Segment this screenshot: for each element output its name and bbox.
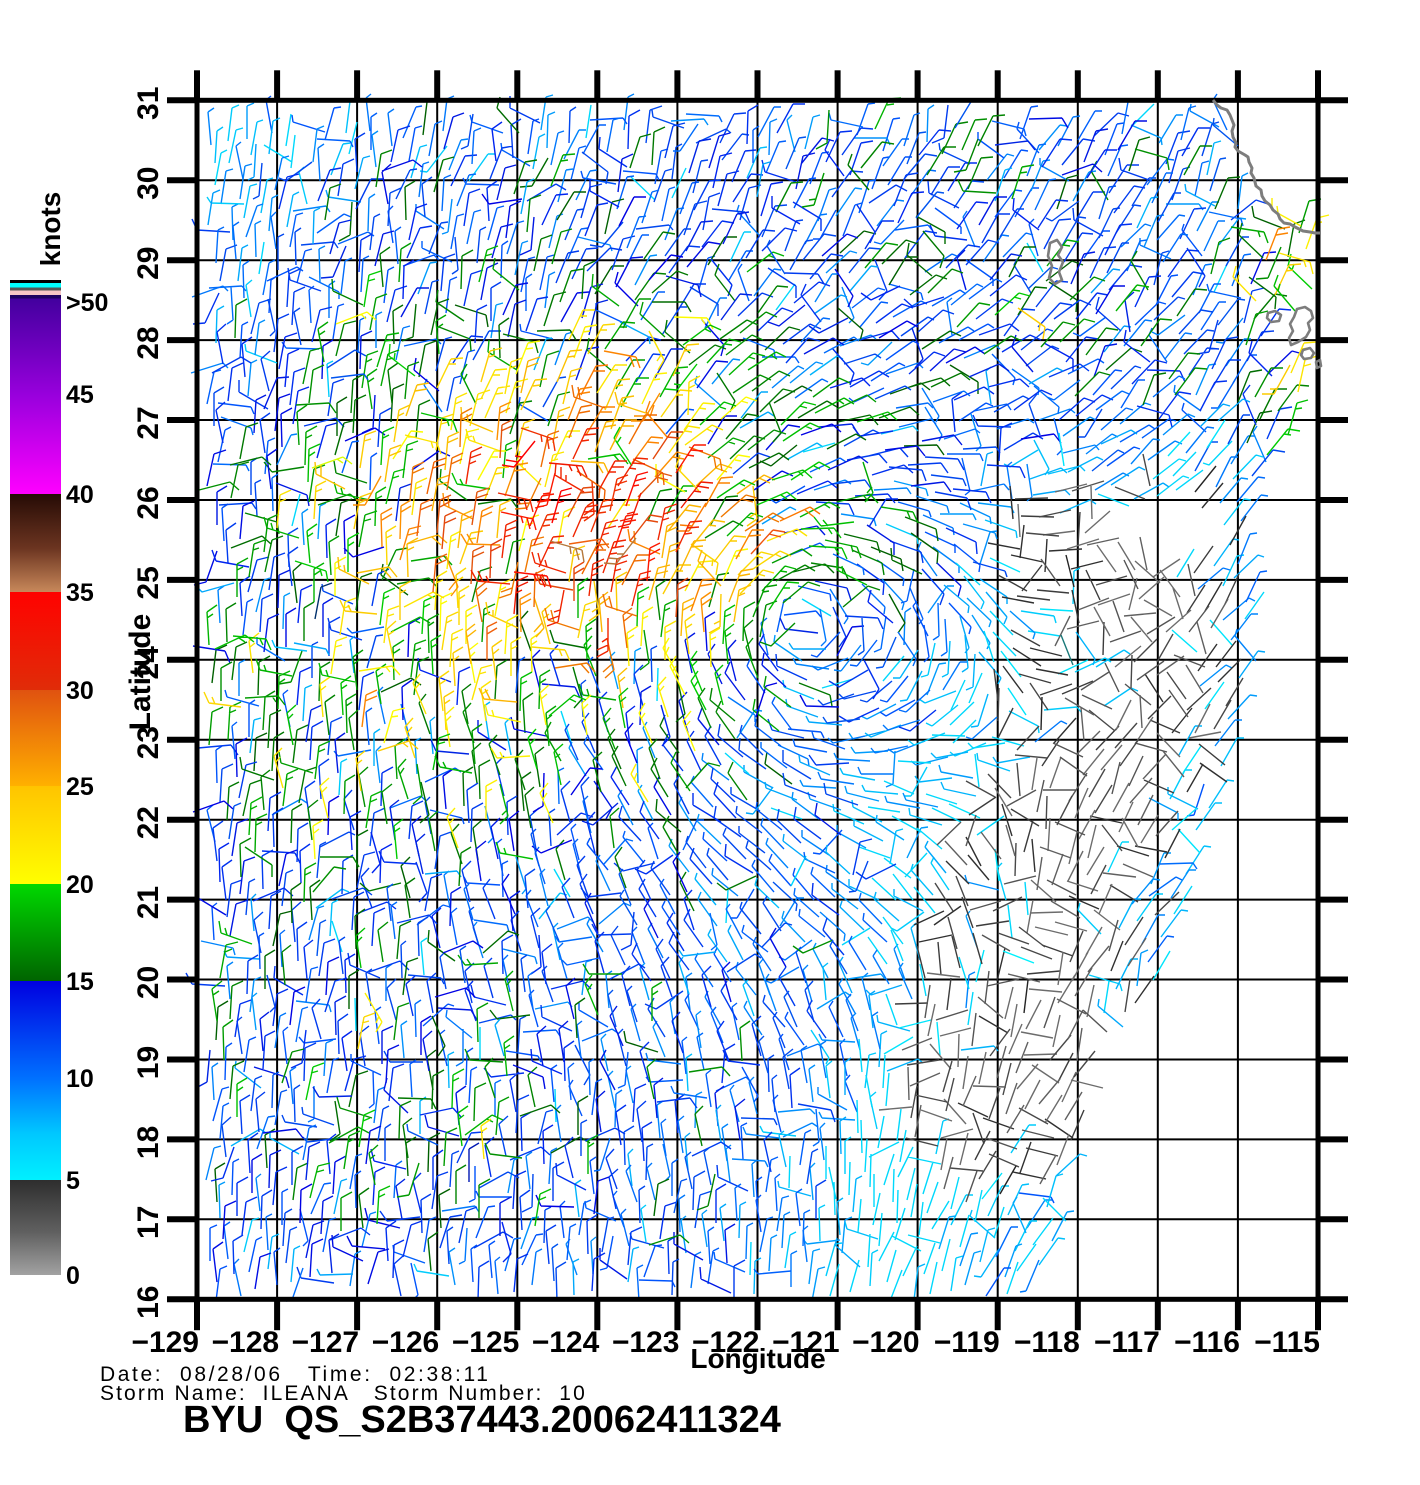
svg-text:>50: >50	[66, 289, 108, 317]
svg-text:20: 20	[66, 871, 94, 899]
svg-text:Date: 08/28/06 Time: 02:38: Date: 08/28/06 Time: 02:38:11	[100, 1363, 490, 1386]
svg-text:20: 20	[132, 966, 165, 999]
svg-text:16: 16	[132, 1286, 165, 1319]
svg-text:−117: −117	[1094, 1326, 1160, 1359]
svg-text:25: 25	[66, 773, 94, 801]
svg-text:−122: −122	[692, 1326, 760, 1359]
svg-text:Storm Name: ILEANA Storm Nu: Storm Name: ILEANA Storm Number: 10	[100, 1382, 587, 1405]
svg-text:28: 28	[132, 326, 165, 359]
svg-text:knots: knots	[35, 192, 66, 267]
svg-text:5: 5	[66, 1167, 80, 1195]
svg-text:27: 27	[132, 406, 165, 439]
svg-text:22: 22	[132, 806, 165, 839]
svg-text:−126: −126	[372, 1326, 440, 1359]
svg-text:31: 31	[132, 87, 165, 120]
svg-text:−121: −121	[772, 1326, 840, 1359]
svg-text:−120: −120	[852, 1326, 920, 1359]
svg-text:−128: −128	[212, 1326, 280, 1359]
svg-text:−116: −116	[1174, 1326, 1240, 1359]
svg-text:35: 35	[66, 579, 94, 607]
svg-text:10: 10	[66, 1065, 94, 1093]
svg-text:Longitude: Longitude	[690, 1343, 825, 1374]
svg-text:−123: −123	[612, 1326, 680, 1359]
svg-text:−127: −127	[292, 1326, 360, 1359]
svg-text:17: 17	[132, 1206, 165, 1239]
svg-text:21: 21	[132, 886, 165, 919]
svg-text:40: 40	[66, 481, 94, 509]
svg-text:−115: −115	[1254, 1326, 1320, 1359]
svg-text:25: 25	[132, 566, 165, 599]
svg-text:29: 29	[132, 247, 165, 280]
svg-text:−118: −118	[1014, 1326, 1080, 1359]
svg-text:Latitude: Latitude	[124, 614, 157, 731]
svg-text:26: 26	[132, 486, 165, 519]
svg-text:19: 19	[132, 1046, 165, 1079]
svg-text:30: 30	[66, 677, 94, 705]
svg-text:−129: −129	[131, 1326, 199, 1359]
svg-text:23: 23	[132, 726, 165, 759]
svg-text:15: 15	[66, 968, 94, 996]
svg-text:24: 24	[132, 646, 165, 680]
svg-text:−124: −124	[532, 1326, 600, 1359]
svg-text:−125: −125	[452, 1326, 520, 1359]
svg-text:−119: −119	[934, 1326, 1000, 1359]
svg-text:18: 18	[132, 1126, 165, 1159]
svg-text:30: 30	[132, 167, 165, 200]
svg-text:45: 45	[66, 381, 94, 409]
svg-text:BYU QS_S2B37443.20062411324: BYU QS_S2B37443.20062411324	[183, 1399, 781, 1441]
svg-text:0: 0	[66, 1262, 80, 1290]
